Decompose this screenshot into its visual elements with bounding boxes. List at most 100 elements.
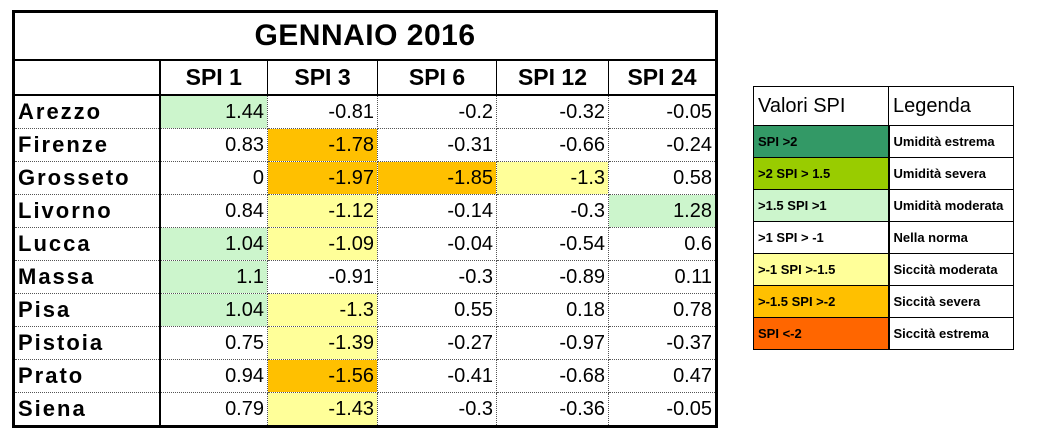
- city-name: Lucca: [13, 227, 161, 261]
- table-body: Arezzo 1.44 -0.81 -0.2 -0.32 -0.05 Firenze 0.83…: [13, 95, 717, 427]
- spi-value-cell: -0.05: [608, 392, 717, 427]
- legend-label: Siccità severa: [888, 285, 1014, 318]
- table-row: Pistoia 0.75 -1.39 -0.27 -0.97 -0.37: [13, 326, 717, 360]
- city-name: Livorno: [13, 194, 161, 228]
- spi-value-cell: -0.36: [496, 392, 609, 427]
- spi-value-cell: -0.27: [377, 326, 497, 360]
- spi-value-cell: 0.6: [608, 227, 717, 261]
- city-name: Pisa: [13, 293, 161, 327]
- spi-value-cell: -0.14: [377, 194, 497, 228]
- column-header-spi3: SPI 3: [267, 60, 378, 96]
- spi-value-cell: -0.24: [608, 128, 717, 162]
- spi-value-cell: 1.28: [608, 194, 717, 228]
- spi-value-cell: 0.11: [608, 260, 717, 294]
- spi-value-cell: -0.3: [496, 194, 609, 228]
- legend-row: >2 SPI > 1.5 Umidità severa: [753, 157, 1014, 190]
- spi-value-cell: 0.83: [159, 128, 268, 162]
- table-title: GENNAIO 2016: [13, 11, 717, 61]
- table-row: Pisa 1.04 -1.3 0.55 0.18 0.78: [13, 293, 717, 327]
- legend-label: Nella norma: [888, 221, 1014, 254]
- legend-range-swatch: SPI >2: [753, 125, 890, 158]
- legend-range-swatch: >-1.5 SPI >-2: [753, 285, 890, 318]
- legend-range-swatch: SPI <-2: [753, 317, 890, 350]
- legend-row: SPI <-2 Siccità estrema: [753, 317, 1014, 350]
- spi-value-cell: -0.04: [377, 227, 497, 261]
- legend-range-swatch: >1 SPI > -1: [753, 221, 890, 254]
- spi-value-cell: 0.55: [377, 293, 497, 327]
- spi-value-cell: -1.12: [267, 194, 378, 228]
- spi-value-cell: 0.84: [159, 194, 268, 228]
- column-header-row: SPI 1 SPI 3 SPI 6 SPI 12 SPI 24: [13, 60, 717, 96]
- spi-value-cell: -1.3: [267, 293, 378, 327]
- spi-value-cell: -0.31: [377, 128, 497, 162]
- spi-value-cell: 0: [159, 161, 268, 195]
- city-name: Firenze: [13, 128, 161, 162]
- spi-value-cell: -1.78: [267, 128, 378, 162]
- spi-value-cell: 1.44: [159, 95, 268, 129]
- spi-value-cell: 0.79: [159, 392, 268, 427]
- legend-header-legend: Legenda: [888, 86, 1014, 126]
- legend-table: Valori SPI Legenda SPI >2 Umidità estrema…: [753, 86, 1014, 350]
- spi-value-cell: -0.68: [496, 359, 609, 393]
- city-name: Prato: [13, 359, 161, 393]
- spi-value-cell: -0.05: [608, 95, 717, 129]
- legend-body: SPI >2 Umidità estrema >2 SPI > 1.5 Umidità…: [753, 125, 1014, 350]
- legend-label: Umidità severa: [888, 157, 1014, 190]
- legend-range-swatch: >1.5 SPI >1: [753, 189, 890, 222]
- legend-row: >1.5 SPI >1 Umidità moderata: [753, 189, 1014, 222]
- legend-header-values: Valori SPI: [753, 86, 889, 126]
- column-header-spi12: SPI 12: [496, 60, 609, 96]
- spi-value-cell: 1.04: [159, 227, 268, 261]
- legend-row: >1 SPI > -1 Nella norma: [753, 221, 1014, 254]
- city-name: Grosseto: [13, 161, 161, 195]
- city-name: Siena: [13, 392, 161, 427]
- spi-value-cell: 0.94: [159, 359, 268, 393]
- spi-value-cell: -0.37: [608, 326, 717, 360]
- table-row: Lucca 1.04 -1.09 -0.04 -0.54 0.6: [13, 227, 717, 261]
- spi-data-table: GENNAIO 2016 SPI 1 SPI 3 SPI 6 SPI 12 SP…: [12, 10, 718, 428]
- legend-row: >-1 SPI >-1.5 Siccità moderata: [753, 253, 1014, 286]
- spi-value-cell: -1.85: [377, 161, 497, 195]
- spi-value-cell: 0.75: [159, 326, 268, 360]
- table-row: Prato 0.94 -1.56 -0.41 -0.68 0.47: [13, 359, 717, 393]
- legend-range-swatch: >2 SPI > 1.5: [753, 157, 890, 190]
- spi-value-cell: -1.39: [267, 326, 378, 360]
- spi-value-cell: -0.2: [377, 95, 497, 129]
- table-row: Livorno 0.84 -1.12 -0.14 -0.3 1.28: [13, 194, 717, 228]
- spi-value-cell: -0.3: [377, 392, 497, 427]
- city-name: Massa: [13, 260, 161, 294]
- legend-range-swatch: >-1 SPI >-1.5: [753, 253, 890, 286]
- column-header-spi6: SPI 6: [377, 60, 497, 96]
- column-header-spi1: SPI 1: [159, 60, 268, 96]
- legend-header-row: Valori SPI Legenda: [753, 86, 1014, 126]
- legend-row: >-1.5 SPI >-2 Siccità severa: [753, 285, 1014, 318]
- spi-value-cell: -1.43: [267, 392, 378, 427]
- table-row: Siena 0.79 -1.43 -0.3 -0.36 -0.05: [13, 392, 717, 427]
- spi-value-cell: 0.58: [608, 161, 717, 195]
- table-row: Massa 1.1 -0.91 -0.3 -0.89 0.11: [13, 260, 717, 294]
- spi-value-cell: -0.32: [496, 95, 609, 129]
- spi-value-cell: -0.91: [267, 260, 378, 294]
- city-name: Arezzo: [13, 95, 161, 129]
- spi-value-cell: 1.1: [159, 260, 268, 294]
- table-row: Firenze 0.83 -1.78 -0.31 -0.66 -0.24: [13, 128, 717, 162]
- spi-value-cell: -1.09: [267, 227, 378, 261]
- corner-cell: [13, 60, 161, 96]
- legend-label: Siccità estrema: [888, 317, 1014, 350]
- spi-value-cell: -0.81: [267, 95, 378, 129]
- spi-value-cell: -0.3: [377, 260, 497, 294]
- spi-value-cell: 0.18: [496, 293, 609, 327]
- table-row: Arezzo 1.44 -0.81 -0.2 -0.32 -0.05: [13, 95, 717, 129]
- spi-value-cell: 1.04: [159, 293, 268, 327]
- spi-value-cell: -0.41: [377, 359, 497, 393]
- spi-value-cell: -0.97: [496, 326, 609, 360]
- spi-value-cell: -1.56: [267, 359, 378, 393]
- spi-value-cell: 0.47: [608, 359, 717, 393]
- legend-row: SPI >2 Umidità estrema: [753, 125, 1014, 158]
- spi-value-cell: -1.97: [267, 161, 378, 195]
- legend-label: Umidità moderata: [888, 189, 1014, 222]
- spi-value-cell: -1.3: [496, 161, 609, 195]
- spi-value-cell: -0.54: [496, 227, 609, 261]
- column-header-spi24: SPI 24: [608, 60, 717, 96]
- spi-value-cell: -0.66: [496, 128, 609, 162]
